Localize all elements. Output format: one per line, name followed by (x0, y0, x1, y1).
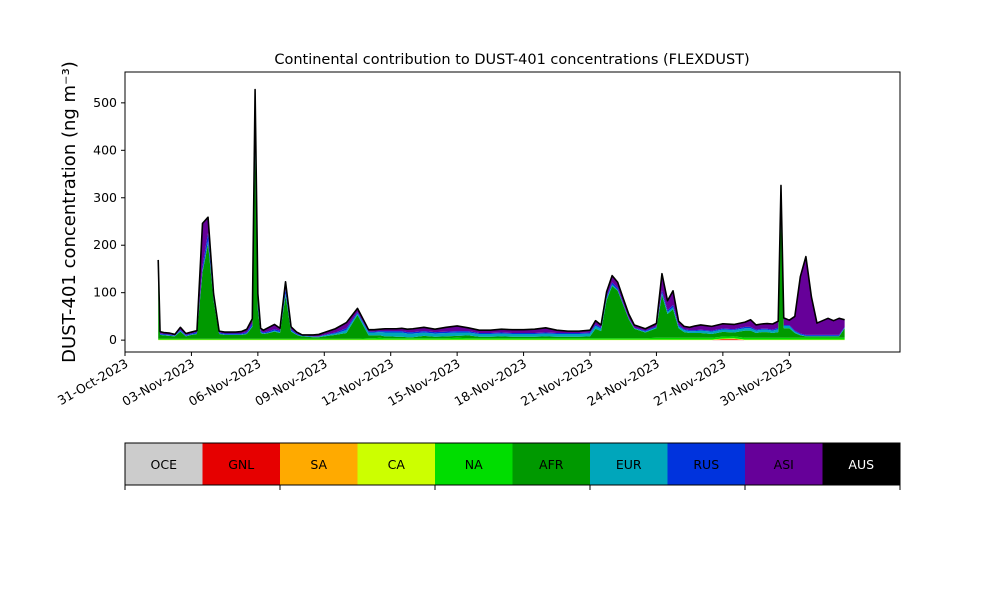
area-na (158, 336, 845, 340)
area-aus (158, 89, 845, 335)
legend: OCE GNL SA CA NA AFR EUR RUS ASI AUS (124, 442, 901, 490)
y-tick-label: 200 (93, 237, 117, 252)
chart-title: Continental contribution to DUST-401 con… (274, 52, 749, 68)
x-tick-label: 27-Nov-2023 (651, 356, 728, 409)
legend-swatch-afr (512, 443, 591, 485)
x-tick-label: 03-Nov-2023 (119, 356, 196, 409)
legend-label-sa: SA (310, 457, 327, 472)
x-tick-label: 09-Nov-2023 (252, 356, 329, 409)
legend-label-asi: ASI (774, 457, 794, 472)
y-axis-label: DUST-401 concentration (ng m⁻³) (59, 61, 80, 363)
legend-swatch-eur (590, 443, 668, 485)
legend-swatch-na (435, 443, 513, 485)
legend-label-afr: AFR (539, 457, 564, 472)
area-afr (158, 148, 845, 339)
legend-label-eur: EUR (616, 457, 642, 472)
legend-label-ca: CA (388, 457, 406, 472)
y-tick-label: 300 (93, 190, 117, 205)
y-tick-label: 100 (93, 285, 117, 300)
legend-label-aus: AUS (848, 457, 874, 472)
x-tick-label: 12-Nov-2023 (319, 356, 396, 409)
legend-swatch-ca (357, 443, 436, 485)
x-tick-label: 30-Nov-2023 (717, 356, 794, 409)
legend-label-na: NA (465, 457, 483, 472)
area-asi (158, 89, 845, 337)
area-rus (158, 118, 845, 337)
legend-swatch-asi (745, 443, 823, 485)
legend-swatch-sa (280, 443, 358, 485)
legend-label-gnl: GNL (228, 457, 254, 472)
legend-swatch-oce (125, 443, 203, 485)
plot-frame (124, 71, 901, 353)
x-tick-label: 06-Nov-2023 (186, 356, 263, 409)
plot-area: 010020030040050031-Oct-202303-Nov-202306… (55, 71, 901, 409)
x-tick-label: 21-Nov-2023 (518, 356, 595, 409)
legend-swatch-gnl (202, 443, 281, 485)
y-tick-label: 0 (109, 332, 117, 347)
y-tick-label: 400 (93, 142, 117, 157)
area-eur (158, 134, 845, 338)
total-line (157, 88, 845, 336)
y-tick-label: 500 (93, 95, 117, 110)
x-tick-label: 24-Nov-2023 (584, 356, 661, 409)
area-ca (158, 338, 845, 341)
legend-label-oce: OCE (151, 457, 178, 472)
legend-frame (124, 442, 901, 486)
x-tick-label: 15-Nov-2023 (385, 356, 462, 409)
legend-label-rus: RUS (693, 457, 719, 472)
legend-swatch-aus (822, 443, 901, 485)
legend-swatch-rus (667, 443, 746, 485)
x-tick-label: 18-Nov-2023 (452, 356, 529, 409)
